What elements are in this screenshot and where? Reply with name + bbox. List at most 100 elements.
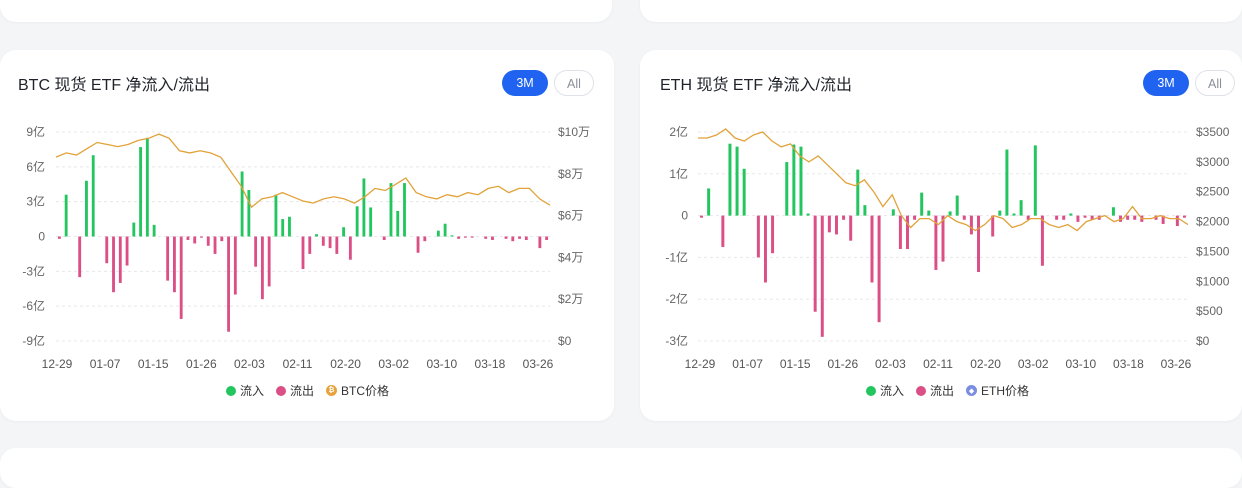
btc-inflow-bar — [281, 219, 285, 237]
btc-legend-price-label: BTC价格 — [341, 384, 390, 398]
btc-x-tick-label: 01-15 — [138, 357, 169, 371]
btc-inflow-bar — [145, 137, 149, 237]
eth-tab-all[interactable]: All — [1195, 70, 1235, 96]
btc-legend-inflow[interactable]: 流入 — [226, 382, 264, 399]
btc-left-tick-label: -6亿 — [22, 298, 45, 313]
btc-outflow-bar — [457, 236, 461, 239]
eth-inflow-bar — [792, 144, 796, 216]
eth-etf-card — [640, 50, 1242, 421]
btc-outflow-bar — [166, 236, 170, 281]
eth-legend-inflow[interactable]: 流入 — [866, 382, 904, 399]
eth-price-line — [698, 128, 1189, 232]
eth-outflow-bar — [827, 215, 831, 233]
btc-inflow-bar — [288, 216, 291, 237]
btc-inflow-bar — [389, 183, 393, 237]
eth-inflow-bar — [998, 210, 1002, 216]
eth-right-tick-label: $1500 — [1196, 244, 1230, 258]
btc-etf-card — [0, 50, 614, 421]
btc-right-tick-label: $4万 — [558, 250, 583, 264]
eth-outflow-bar — [977, 215, 980, 273]
eth-outflow-bar — [1161, 215, 1165, 224]
btc-outflow-bar — [118, 236, 122, 283]
btc-outflow-bar — [186, 236, 190, 240]
top-card-left — [0, 0, 612, 22]
eth-inflow-bar — [948, 211, 952, 216]
eth-outflow-bar — [870, 215, 874, 283]
btc-left-tick-label: -3亿 — [22, 263, 45, 278]
btc-outflow-bar — [491, 236, 494, 240]
btc-inflow-bar — [450, 235, 454, 237]
eth-outflow-bar — [813, 215, 817, 312]
eth-inflow-bar — [955, 195, 959, 216]
eth-card-title: ETH 现货 ETF 净流入/流出 — [660, 77, 853, 94]
btc-outflow-bar — [463, 236, 467, 238]
btc-inflow-bar — [443, 223, 447, 237]
eth-inflow-bar — [856, 169, 860, 216]
btc-inflow-bar — [274, 194, 278, 237]
eth-x-tick-label: 12-29 — [685, 357, 716, 371]
btc-x-tick-label: 02-11 — [283, 357, 313, 371]
btc-outflow-bar — [335, 236, 339, 254]
btc-outflow-bar — [105, 236, 109, 264]
eth-legend-price[interactable]: ◆ ETH价格 — [966, 382, 1029, 399]
btc-outflow-bar — [321, 236, 325, 246]
eth-x-tick-label: 02-20 — [970, 357, 1001, 371]
inflow-dot-icon — [866, 385, 876, 396]
btc-outflow-bar — [173, 236, 176, 293]
eth-outflow-bar — [849, 215, 853, 241]
btc-legend-outflow[interactable]: 流出 — [276, 382, 314, 399]
btc-outflow-bar — [416, 236, 420, 253]
btc-left-tick-label: 3亿 — [26, 194, 45, 209]
eth-outflow-bar — [1175, 215, 1179, 227]
btc-x-tick-label: 03-26 — [523, 357, 554, 371]
btc-price-line — [55, 133, 551, 209]
outflow-dot-icon — [916, 385, 927, 396]
eth-inflow-bar — [735, 146, 739, 216]
ethereum-icon: ◆ — [966, 385, 978, 396]
btc-left-tick-label: 9亿 — [26, 124, 45, 139]
eth-outflow-bar — [763, 215, 767, 283]
btc-x-tick-label: 03-18 — [475, 357, 506, 371]
eth-right-tick-label: $3500 — [1196, 125, 1230, 139]
eth-x-tick-label: 02-11 — [923, 357, 953, 371]
btc-right-tick-label: $2万 — [558, 292, 583, 306]
btc-inflow-bar — [247, 190, 251, 237]
eth-outflow-bar — [1026, 215, 1030, 220]
btc-x-tick-label: 02-20 — [330, 357, 361, 371]
eth-right-tick-label: $500 — [1196, 304, 1223, 318]
eth-inflow-bar — [1069, 213, 1073, 216]
btc-left-tick-label: -9亿 — [22, 333, 45, 348]
btc-outflow-bar — [57, 236, 61, 239]
btc-outflow-bar — [470, 236, 474, 238]
btc-inflow-bar — [139, 147, 143, 237]
eth-legend-outflow[interactable]: 流出 — [916, 382, 954, 399]
outflow-dot-icon — [276, 385, 287, 396]
btc-x-tick-label: 01-26 — [186, 357, 217, 371]
btc-right-tick-label: $10万 — [558, 125, 590, 139]
btc-outflow-bar — [301, 236, 305, 270]
eth-x-tick-label: 03-26 — [1161, 357, 1192, 371]
btc-legend: 流入 流出 ₿ BTC价格 — [226, 382, 389, 399]
eth-outflow-bar — [934, 215, 938, 270]
eth-inflow-bar — [742, 168, 746, 216]
btc-tab-3m[interactable]: 3M — [502, 70, 548, 96]
btc-outflow-bar — [423, 236, 427, 242]
btc-legend-price[interactable]: ₿ BTC价格 — [326, 382, 389, 399]
btc-outflow-bar — [200, 236, 203, 238]
btc-tab-all[interactable]: All — [554, 70, 594, 96]
eth-inflow-bar — [728, 143, 732, 216]
btc-inflow-bar — [403, 183, 406, 237]
eth-inflow-bar — [799, 146, 803, 216]
eth-outflow-bar — [820, 215, 824, 337]
eth-left-tick-label: 2亿 — [669, 124, 688, 139]
eth-outflow-bar — [721, 215, 725, 247]
eth-tab-3m[interactable]: 3M — [1143, 70, 1189, 96]
eth-inflow-bar — [1033, 145, 1037, 216]
eth-inflow-bar — [707, 188, 711, 216]
eth-outflow-bar — [877, 215, 881, 323]
eth-outflow-bar — [898, 215, 902, 250]
eth-outflow-bar — [913, 215, 917, 220]
eth-left-tick-label: -3亿 — [665, 333, 688, 348]
eth-x-tick-label: 03-10 — [1065, 357, 1096, 371]
eth-left-tick-label: 0 — [681, 209, 688, 223]
